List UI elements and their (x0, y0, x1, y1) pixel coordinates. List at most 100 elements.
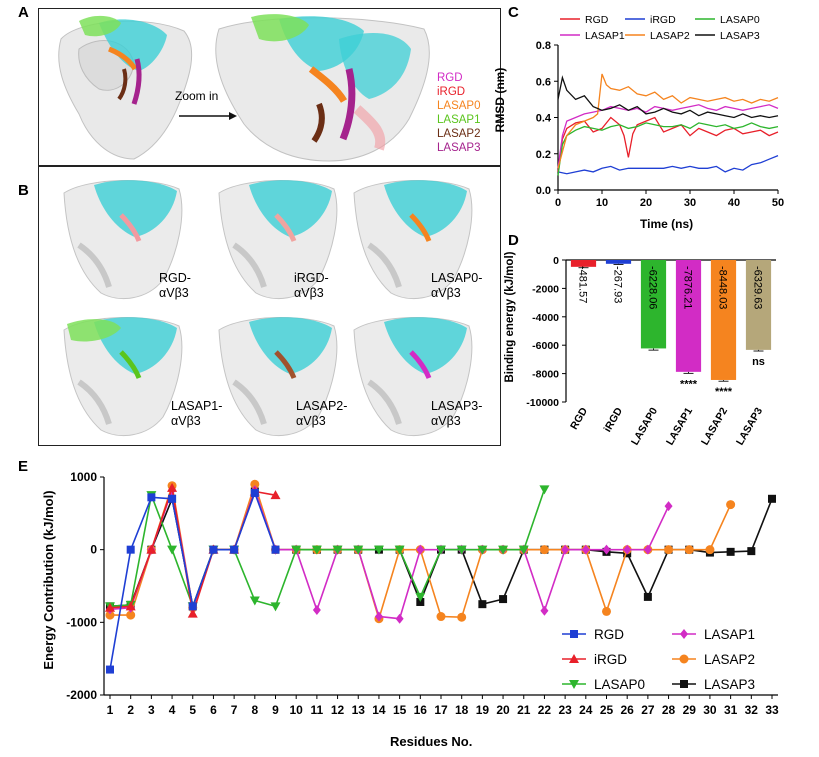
binding-energy-category-label: RGD (568, 405, 590, 432)
rmsd-legend-item: LASAP1 (560, 30, 625, 42)
panel-a-legend-item: iRGD (437, 86, 466, 98)
binding-energy-category-label: LASAP0 (629, 405, 660, 447)
energy-point (105, 602, 115, 612)
rmsd-x-tick-label: 40 (728, 197, 740, 209)
energy-point (499, 595, 508, 604)
complex-label: RGD-αVβ3 (159, 271, 191, 301)
complex-label: LASAP3- αVβ3 (431, 399, 482, 429)
energy-point (332, 545, 343, 555)
energy-x-tick-label: 31 (724, 703, 738, 717)
energy-point (416, 544, 425, 555)
binding-energy-bar (745, 260, 772, 350)
rmsd-legend-item: LASAP2 (625, 30, 690, 42)
energy-legend-item: LASAP2 (672, 652, 755, 667)
panel-b-frame: RGD-αVβ3 iRGD-αVβ3 LASAP0- αVβ3 LASAP1- αVβ3 L… (38, 166, 501, 446)
energy-legend-item: RGD (562, 627, 624, 642)
rmsd-legend-item: LASAP0 (695, 14, 760, 26)
energy-point (271, 545, 280, 554)
binding-energy-significance: **** (715, 386, 733, 398)
complex-structure (218, 180, 338, 300)
binding-energy-value-label: -6228.06 (647, 266, 659, 309)
rmsd-legend-label: LASAP1 (585, 30, 625, 42)
residues-x-axis-label: Residues No. (390, 734, 473, 749)
energy-x-tick-label: 33 (765, 703, 779, 717)
complex-label-receptor: αVβ3 (431, 286, 461, 300)
energy-point (188, 602, 197, 611)
energy-point (569, 680, 579, 689)
rmsd-legend-item: RGD (560, 14, 609, 26)
complex-structure (353, 180, 473, 300)
energy-point (457, 612, 467, 622)
complex-label-receptor: αVβ3 (296, 414, 326, 428)
energy-point (726, 547, 735, 556)
complex-label: LASAP0- αVβ3 (431, 271, 482, 301)
energy-point (643, 544, 652, 555)
binding-energy-category-label: LASAP1 (664, 405, 695, 447)
panel-a-legend-item: LASAP2 (437, 128, 481, 140)
energy-point (436, 545, 446, 555)
energy-point (249, 596, 260, 606)
rmsd-series-line (557, 75, 779, 119)
energy-x-tick-label: 2 (127, 703, 134, 717)
complex-label-receptor: αVβ3 (159, 286, 189, 300)
binding-energy-value-label: -6329.63 (752, 266, 764, 309)
energy-point (602, 606, 611, 616)
binding-energy-value-label: -481.57 (577, 266, 589, 303)
energy-point (167, 482, 178, 492)
energy-legend-label: LASAP2 (704, 652, 755, 667)
complex-label-name: RGD- (159, 271, 191, 285)
panel-a-legend-item: LASAP1 (437, 114, 481, 126)
energy-point (394, 545, 405, 555)
energy-point (664, 545, 674, 555)
complex-label-receptor: αVβ3 (294, 286, 324, 300)
panel-letter-c: C (508, 4, 519, 21)
rmsd-plot-area: 0.0 0.2 0.4 0.6 0.8 0 10 20 30 40 50 (536, 40, 784, 209)
energy-point (768, 494, 776, 503)
energy-point (705, 545, 715, 555)
panel-letter-b: B (18, 182, 29, 199)
complex-structure (63, 180, 183, 300)
rmsd-y-tick-label: 0.8 (536, 40, 551, 52)
energy-point (146, 544, 157, 554)
energy-y-tick-label: 1000 (70, 470, 97, 484)
energy-point (312, 604, 321, 615)
complex-label-name: LASAP0- (431, 271, 483, 285)
energy-point (684, 545, 694, 555)
energy-series-line (109, 487, 276, 614)
energy-point (270, 602, 281, 612)
complex-label-name: LASAP2- (296, 399, 348, 413)
binding-energy-plot-area: 0 -2000 -4000 -6000 -8000 -10000 -481.57 RGD -26… (526, 255, 776, 447)
binding-energy-category-label: LASAP2 (699, 405, 730, 447)
rmsd-legend-label: LASAP2 (650, 30, 690, 42)
energy-contribution-y-axis-label: Energy Contribution (kJ/mol) (41, 490, 56, 670)
energy-point (209, 545, 218, 554)
panel-letter-a: A (18, 4, 29, 21)
energy-x-tick-label: 11 (311, 703, 324, 717)
energy-x-tick-label: 13 (352, 703, 366, 717)
energy-point (680, 680, 688, 688)
complex-label-name: LASAP3- (431, 399, 483, 413)
binding-energy-category-label: LASAP3 (734, 405, 765, 447)
energy-legend-label: LASAP1 (704, 627, 755, 642)
energy-x-tick-label: 21 (517, 703, 531, 717)
energy-x-tick-label: 16 (414, 703, 428, 717)
complex-structures (63, 180, 473, 437)
energy-x-tick-label: 22 (538, 703, 552, 717)
rmsd-y-tick-label: 0.0 (536, 185, 551, 197)
complex-label-receptor: αVβ3 (171, 414, 201, 428)
binding-energy-bar (570, 260, 597, 267)
energy-series (105, 485, 550, 612)
panel-letter-d: D (508, 232, 519, 249)
energy-point (436, 612, 446, 622)
energy-series-line (109, 486, 670, 620)
energy-x-tick-label: 25 (600, 703, 614, 717)
panel-a-legend-item: LASAP3 (437, 142, 481, 154)
energy-y-tick-label: 0 (90, 543, 97, 557)
energy-x-tick-label: 26 (621, 703, 635, 717)
rmsd-x-tick-label: 20 (640, 197, 652, 209)
energy-point (167, 545, 178, 555)
energy-point (291, 545, 302, 555)
energy-point (477, 545, 488, 555)
energy-x-tick-label: 7 (231, 703, 238, 717)
